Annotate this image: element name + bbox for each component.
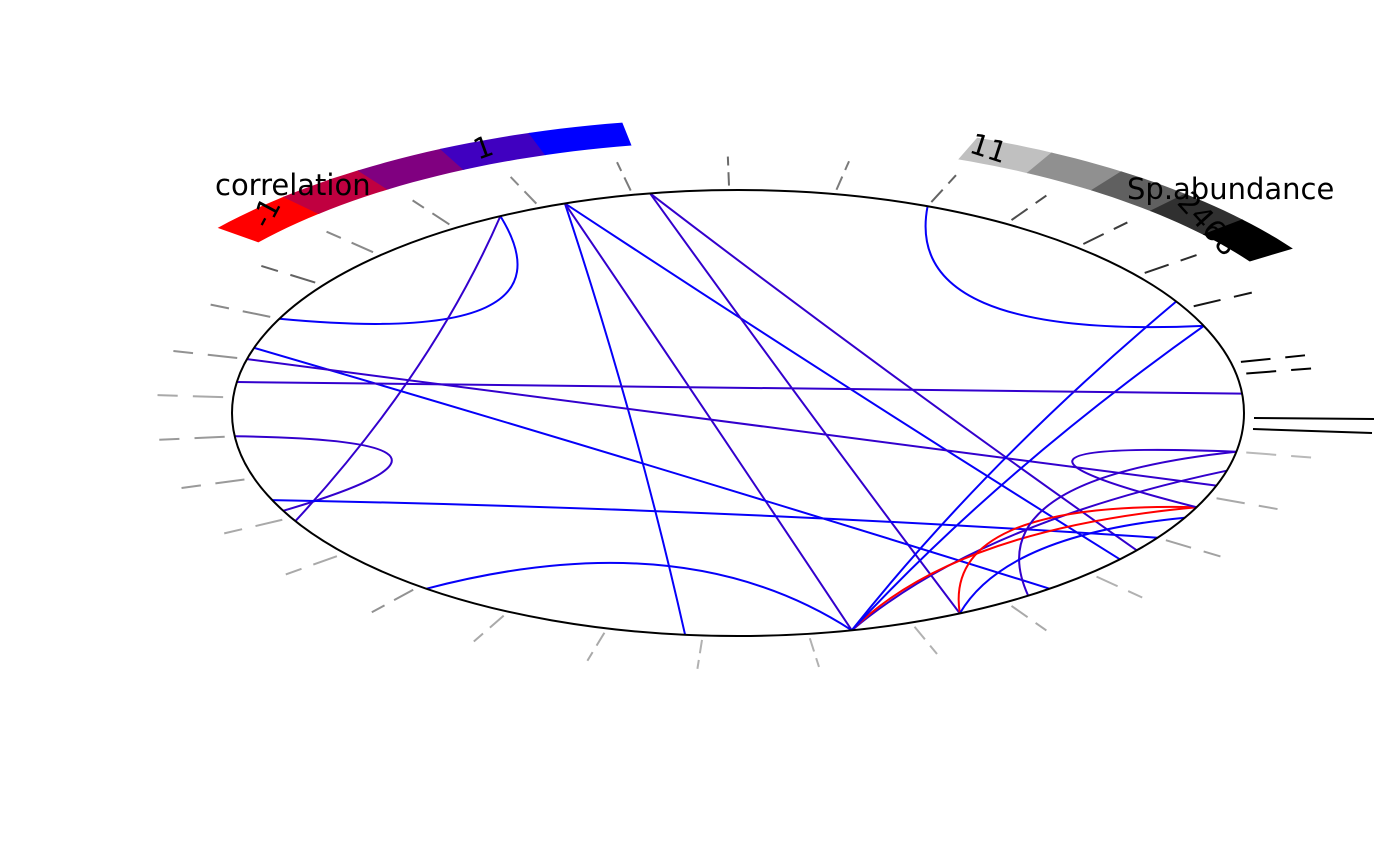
abundance-tick xyxy=(194,435,225,440)
abundance-tick xyxy=(1216,497,1245,505)
abundance-tick xyxy=(1246,451,1277,456)
abundance-tick xyxy=(371,604,386,614)
abundance-tick xyxy=(1233,291,1253,298)
abundance-tick xyxy=(242,310,271,318)
correlation-link xyxy=(851,506,1197,632)
correlation-link xyxy=(279,215,519,325)
abundance-tick xyxy=(207,353,238,359)
correlation-link xyxy=(564,202,853,631)
abundance-tick xyxy=(412,199,425,209)
abundance-tick xyxy=(1010,207,1029,221)
abundance-tick xyxy=(431,212,450,226)
abundance-tick xyxy=(261,264,279,272)
correlation-link xyxy=(851,300,1177,631)
abundance-tick xyxy=(1291,454,1312,459)
abundance-tick xyxy=(623,176,632,191)
abundance-tick xyxy=(192,395,224,399)
abundance-tick xyxy=(947,174,957,185)
abundance-tick xyxy=(1127,590,1143,599)
abundance-tick xyxy=(223,528,243,535)
abundance-tick xyxy=(815,657,820,668)
correlation-link xyxy=(851,469,1228,632)
abundance-tick xyxy=(157,394,178,397)
correlation-legend-bar xyxy=(217,122,632,243)
correlation-link xyxy=(253,346,1050,590)
correlation-link xyxy=(851,325,1205,631)
abundance-tick xyxy=(393,588,414,602)
abundance-tick xyxy=(489,614,505,629)
outer-line xyxy=(1252,428,1373,434)
abundance-tick xyxy=(1240,357,1271,363)
abundance-tick xyxy=(1096,575,1119,588)
abundance-tick xyxy=(696,659,700,669)
abundance-legend-segment xyxy=(1202,219,1293,262)
correlation-link xyxy=(649,192,961,615)
links-layer xyxy=(234,192,1243,636)
abundance-tick xyxy=(1035,622,1047,632)
abundance-tick xyxy=(808,637,816,652)
abundance-tick xyxy=(285,567,302,576)
abundance-tick xyxy=(1035,194,1047,204)
correlation-link xyxy=(563,203,687,636)
abundance-legend-title: Sp.abundance xyxy=(1127,172,1334,206)
correlation-link xyxy=(426,561,853,632)
abundance-tick xyxy=(473,632,484,643)
abundance-tick xyxy=(913,626,926,640)
correlation-legend-title: correlation xyxy=(215,168,371,202)
correlation-link xyxy=(649,192,1138,552)
abundance-tick xyxy=(698,639,703,654)
correlation-link xyxy=(957,505,1197,614)
abundance-tick xyxy=(255,518,283,528)
abundance-tick xyxy=(1010,605,1029,619)
correlation-link xyxy=(924,206,1204,329)
circle-outline xyxy=(231,189,1245,637)
abundance-tick xyxy=(586,651,594,662)
abundance-tick xyxy=(523,190,538,205)
abundance-tick xyxy=(1193,298,1221,308)
correlation-link xyxy=(1071,448,1237,509)
outer-line xyxy=(1253,417,1375,420)
abundance-tick xyxy=(1082,233,1105,245)
abundance-tick xyxy=(844,160,850,171)
abundance-ticks xyxy=(157,156,1312,669)
abundance-tick xyxy=(595,632,606,647)
abundance-tick xyxy=(351,241,374,254)
abundance-tick xyxy=(215,478,245,485)
abundance-tick xyxy=(1203,550,1221,558)
abundance-tick xyxy=(835,176,844,191)
abundance-tick xyxy=(509,176,520,186)
correlation-link xyxy=(236,381,1243,395)
outer-abundance-lines xyxy=(1252,417,1375,434)
abundance-tick xyxy=(1258,504,1278,511)
abundance-tick xyxy=(1165,539,1192,549)
abundance-tick xyxy=(929,644,938,655)
correlation-link xyxy=(246,358,1217,487)
abundance-tick xyxy=(210,303,230,310)
abundance-tick xyxy=(1285,354,1306,359)
correlation-link xyxy=(272,499,1158,539)
abundance-legend-bar xyxy=(958,137,1293,262)
abundance-tick xyxy=(616,161,623,172)
abundance-tick xyxy=(173,349,194,355)
correlation-legend-segment xyxy=(528,122,632,156)
correlation-link xyxy=(1018,450,1237,597)
abundance-tick xyxy=(930,189,944,203)
abundance-tick xyxy=(1113,221,1128,230)
correlation-link xyxy=(234,435,393,512)
correlation-link xyxy=(294,215,502,522)
abundance-tick xyxy=(312,555,338,566)
abundance-tick xyxy=(181,484,202,489)
abundance-tick xyxy=(1291,367,1312,372)
abundance-tick xyxy=(1144,263,1169,274)
abundance-tick xyxy=(326,230,342,239)
abundance-tick xyxy=(159,437,180,441)
abundance-tick xyxy=(727,172,730,186)
correlation-link xyxy=(958,516,1185,614)
abundance-tick xyxy=(1180,254,1197,262)
correlation-link xyxy=(564,202,1121,561)
abundance-tick xyxy=(290,273,316,284)
abundance-tick xyxy=(1246,370,1277,375)
